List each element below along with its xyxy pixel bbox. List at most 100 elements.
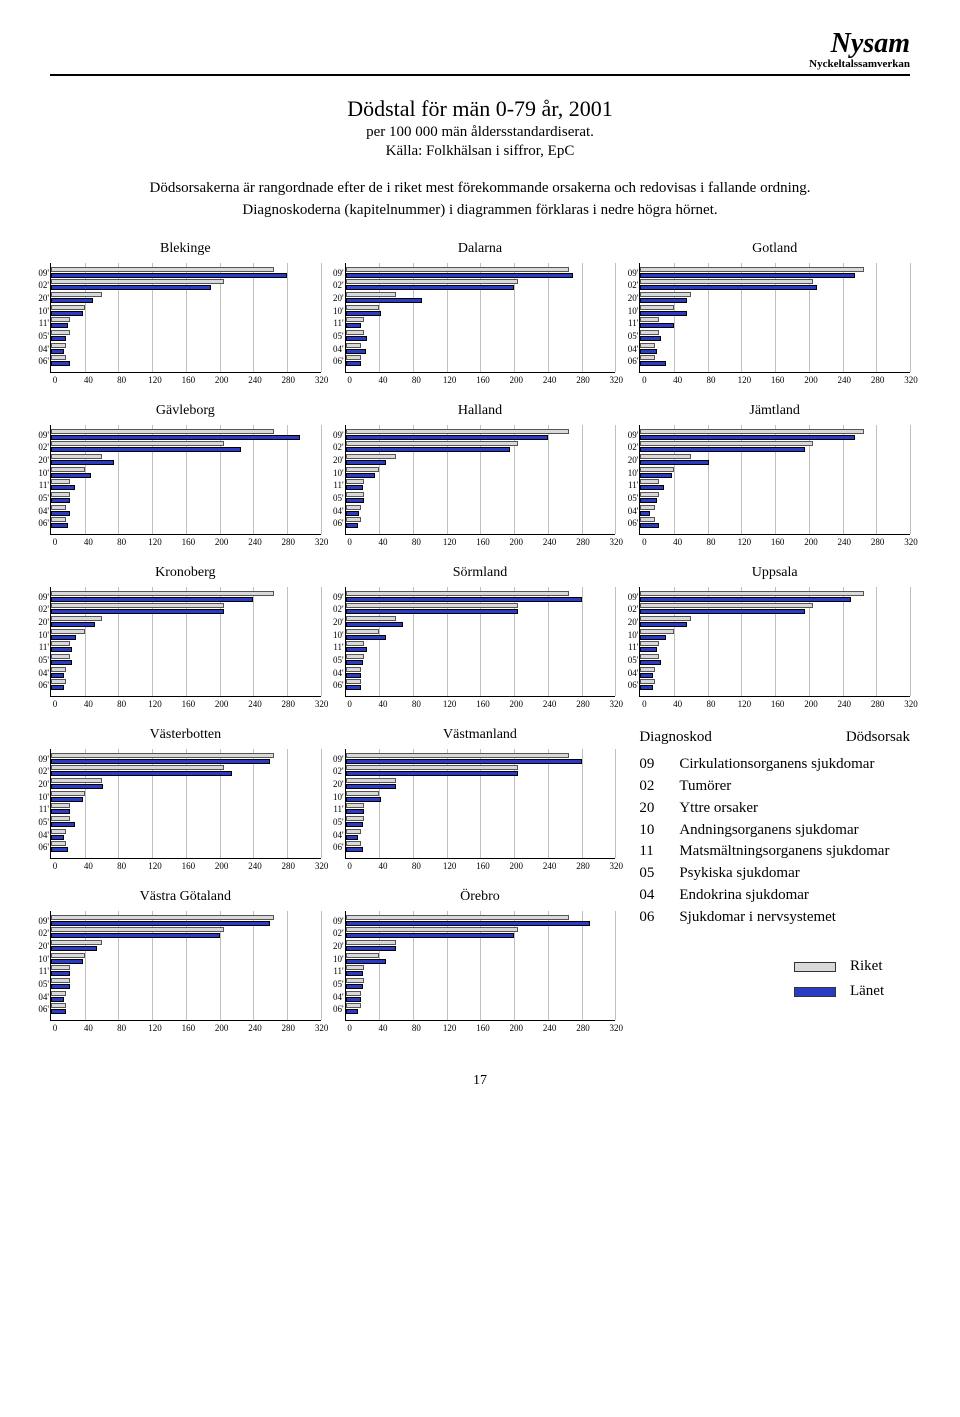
category-row: 05' <box>346 492 616 504</box>
category-row: 05' <box>51 492 321 504</box>
category-label: 02' <box>29 765 49 777</box>
category-label: 06' <box>324 355 344 367</box>
bar-group <box>640 330 910 342</box>
bar-lanet <box>51 759 270 764</box>
bar-riket <box>51 978 70 983</box>
bar-riket <box>51 765 224 770</box>
x-tick: 160 <box>769 537 787 547</box>
category-row: 20' <box>346 292 616 304</box>
category-row: 09' <box>51 915 321 927</box>
x-tick: 320 <box>313 699 331 709</box>
bar-chart: 09'02'20'10'11'05'04'06' <box>345 911 616 1021</box>
x-tick: 0 <box>46 537 64 547</box>
bar-riket <box>640 492 659 497</box>
x-tick: 120 <box>146 1023 164 1033</box>
bar-riket <box>51 991 66 996</box>
x-tick: 320 <box>313 1023 331 1033</box>
category-label: 10' <box>29 791 49 803</box>
bar-lanet <box>346 971 363 976</box>
bar-group <box>346 953 616 965</box>
bar-group <box>51 803 321 815</box>
x-tick: 320 <box>607 1023 625 1033</box>
legend-row: 20Yttre orsaker <box>639 798 910 820</box>
category-row: 09' <box>51 429 321 441</box>
category-row: 10' <box>51 467 321 479</box>
bar-group <box>346 940 616 952</box>
chart-cell: Dalarna09'02'20'10'11'05'04'06'040801201… <box>345 241 616 385</box>
bar-chart: 09'02'20'10'11'05'04'06' <box>50 425 321 535</box>
x-axis: 04080120160200240280320 <box>46 537 331 547</box>
category-label: 09' <box>29 591 49 603</box>
category-row: 20' <box>51 292 321 304</box>
bar-group <box>640 279 910 291</box>
x-tick: 40 <box>669 537 687 547</box>
x-tick: 80 <box>113 699 131 709</box>
bar-lanet <box>51 797 83 802</box>
legend-code: 06 <box>639 907 679 929</box>
category-row: 11' <box>346 479 616 491</box>
category-row: 20' <box>346 778 616 790</box>
gridline <box>910 587 911 696</box>
x-tick: 240 <box>835 537 853 547</box>
x-tick: 0 <box>46 1023 64 1033</box>
bar-group <box>346 829 616 841</box>
bar-riket <box>346 355 361 360</box>
x-tick: 80 <box>407 861 425 871</box>
bar-group <box>346 978 616 990</box>
category-label: 05' <box>324 330 344 342</box>
bar-group <box>346 505 616 517</box>
category-label: 20' <box>29 778 49 790</box>
bar-lanet <box>346 635 386 640</box>
category-row: 06' <box>51 355 321 367</box>
x-tick: 320 <box>607 861 625 871</box>
x-tick: 240 <box>541 537 559 547</box>
source-line: Källa: Folkhälsan i siffror, EpC <box>50 143 910 160</box>
category-row: 09' <box>346 753 616 765</box>
legend-text: Psykiska sjukdomar <box>679 863 910 885</box>
chart-rows: 09'02'20'10'11'05'04'06' <box>346 425 616 534</box>
bar-riket <box>346 641 365 646</box>
bar-riket <box>640 629 674 634</box>
category-row: 05' <box>51 654 321 666</box>
bar-group <box>51 454 321 466</box>
x-tick: 120 <box>735 537 753 547</box>
bar-group <box>346 267 616 279</box>
bar-lanet <box>640 485 664 490</box>
category-row: 02' <box>51 765 321 777</box>
bar-riket <box>51 505 66 510</box>
bar-group <box>51 753 321 765</box>
bar-riket <box>640 616 691 621</box>
bar-riket <box>346 778 397 783</box>
category-row: 10' <box>51 953 321 965</box>
bar-riket <box>640 317 659 322</box>
bar-riket <box>346 654 365 659</box>
series-row-riket: Riket <box>639 958 910 975</box>
chart-title: Örebro <box>345 889 616 905</box>
bar-group <box>51 641 321 653</box>
x-axis: 04080120160200240280320 <box>46 699 331 709</box>
bar-riket <box>346 591 569 596</box>
bar-chart: 09'02'20'10'11'05'04'06' <box>50 911 321 1021</box>
category-label: 02' <box>618 279 638 291</box>
bar-riket <box>640 591 863 596</box>
series-label-lanet: Länet <box>850 983 910 1000</box>
chart-rows: 09'02'20'10'11'05'04'06' <box>51 749 321 858</box>
chart-cell: Uppsala09'02'20'10'11'05'04'06'040801201… <box>639 565 910 709</box>
legend-row: 02Tumörer <box>639 776 910 798</box>
chart-cell: Gävleborg09'02'20'10'11'05'04'06'0408012… <box>50 403 321 547</box>
bar-group <box>51 279 321 291</box>
bar-group <box>346 629 616 641</box>
legend-code: 20 <box>639 798 679 820</box>
x-tick: 280 <box>279 1023 297 1033</box>
bar-lanet <box>640 273 855 278</box>
category-label: 02' <box>29 927 49 939</box>
x-tick: 80 <box>113 861 131 871</box>
bar-lanet <box>346 997 361 1002</box>
bar-riket <box>640 279 813 284</box>
bar-group <box>346 492 616 504</box>
category-label: 02' <box>29 279 49 291</box>
x-axis: 04080120160200240280320 <box>635 537 920 547</box>
bar-lanet <box>51 323 68 328</box>
x-tick: 0 <box>46 699 64 709</box>
category-label: 10' <box>618 305 638 317</box>
